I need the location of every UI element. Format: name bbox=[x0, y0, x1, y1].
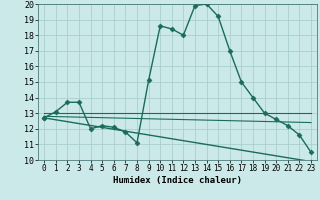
X-axis label: Humidex (Indice chaleur): Humidex (Indice chaleur) bbox=[113, 176, 242, 185]
